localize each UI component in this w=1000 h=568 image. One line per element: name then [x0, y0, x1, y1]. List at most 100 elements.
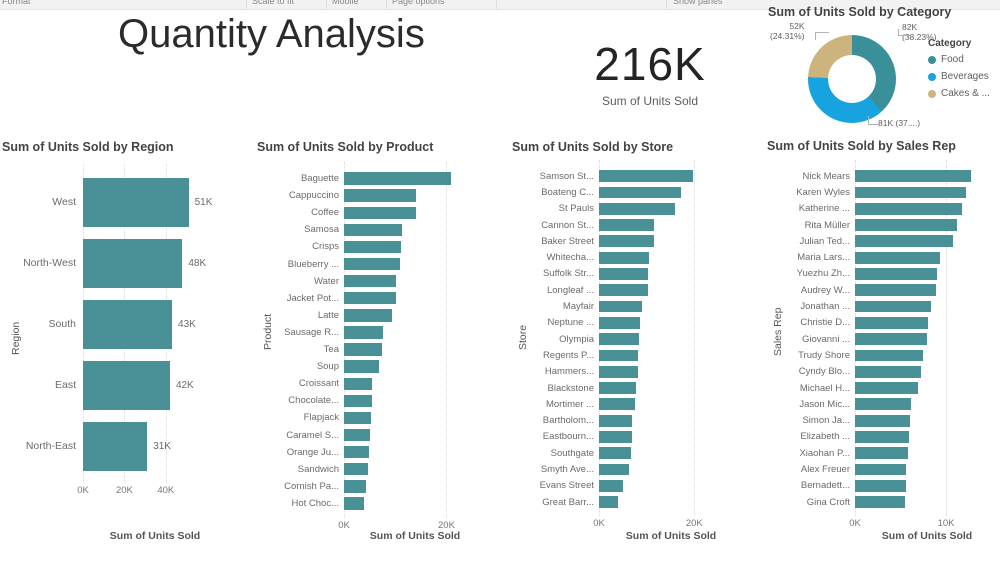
bar[interactable] [83, 422, 148, 471]
bar[interactable] [344, 480, 366, 493]
bar[interactable] [599, 365, 639, 378]
bar[interactable] [344, 292, 397, 305]
ribbon-item[interactable]: Show panes [673, 0, 723, 6]
bar[interactable] [599, 414, 633, 427]
bar[interactable] [344, 428, 371, 442]
bar[interactable] [344, 360, 379, 373]
bar[interactable] [855, 186, 967, 199]
chart-title: Sum of Units Sold by Product [257, 140, 434, 154]
bar[interactable] [599, 219, 655, 231]
bar[interactable] [855, 382, 918, 394]
bar[interactable] [599, 479, 624, 492]
donut-ring[interactable] [808, 35, 896, 123]
bar[interactable] [83, 178, 189, 227]
bar[interactable] [855, 414, 910, 427]
ribbon-item[interactable]: Page options [392, 0, 445, 6]
bar[interactable] [599, 333, 639, 346]
bar[interactable] [599, 316, 640, 329]
bar[interactable] [344, 411, 371, 425]
bar[interactable] [344, 240, 401, 254]
bar[interactable] [855, 447, 908, 460]
category-label: Bernadett... [800, 480, 850, 492]
bar[interactable] [344, 274, 397, 288]
bar[interactable] [855, 316, 928, 329]
category-label: Tea [323, 344, 339, 356]
bar[interactable] [855, 496, 906, 509]
bar[interactable] [855, 268, 937, 280]
donut-leader-line [898, 29, 899, 36]
bar[interactable] [599, 496, 619, 509]
bar[interactable] [344, 463, 369, 476]
bar[interactable] [599, 447, 631, 460]
bar[interactable] [599, 382, 636, 394]
bar[interactable] [855, 251, 940, 264]
legend-item-food[interactable]: Food [928, 54, 1000, 65]
bar[interactable] [599, 251, 650, 264]
bar[interactable] [83, 239, 183, 288]
bar[interactable] [344, 326, 383, 339]
ribbon-item[interactable]: Format [2, 0, 31, 6]
bar[interactable] [344, 172, 452, 185]
bar[interactable] [599, 235, 654, 248]
x-axis-tick-label: 0K [77, 485, 89, 496]
category-label: Karen Wyles [796, 186, 850, 198]
donut-leader-line [815, 32, 816, 40]
category-label: Audrey W... [800, 284, 850, 296]
x-axis-title: Sum of Units Sold [625, 530, 717, 542]
category-label: Longleaf ... [546, 284, 594, 296]
donut-chart-category[interactable]: Sum of Units Sold by Category Category F… [760, 2, 1000, 134]
bar[interactable] [344, 445, 369, 459]
donut-legend[interactable]: Category Food Beverages Cakes & ... [928, 38, 1000, 105]
bar[interactable] [344, 189, 417, 202]
bar[interactable] [599, 170, 693, 183]
category-label: Rita Müller [804, 219, 850, 231]
bar[interactable] [855, 398, 911, 411]
bar[interactable] [344, 206, 417, 219]
bar[interactable] [344, 377, 373, 390]
donut-label-food: 82K (38.23%) [902, 22, 937, 42]
bar[interactable] [599, 202, 676, 215]
bar[interactable] [599, 284, 649, 297]
bar[interactable] [855, 479, 906, 492]
bar[interactable] [344, 257, 401, 271]
bar[interactable] [855, 202, 963, 215]
bar[interactable] [855, 431, 909, 443]
legend-item-cakes[interactable]: Cakes & ... [928, 88, 1000, 99]
ribbon-item[interactable]: Scale to fit [252, 0, 295, 6]
bar[interactable] [855, 333, 927, 346]
kpi-card-units-sold[interactable]: 216K Sum of Units Sold [560, 38, 740, 108]
bar[interactable] [599, 186, 681, 199]
bar[interactable] [599, 300, 642, 313]
bar[interactable] [855, 365, 922, 378]
bar[interactable] [344, 223, 402, 237]
bar[interactable] [855, 300, 931, 313]
bar[interactable] [83, 300, 173, 349]
bar[interactable] [599, 463, 630, 476]
bar[interactable] [855, 219, 957, 231]
x-axis-tick-label: 40K [157, 485, 175, 496]
x-axis-tick-label: 20K [115, 485, 133, 496]
bar[interactable] [855, 235, 954, 248]
bar[interactable] [344, 343, 383, 356]
bar[interactable] [344, 394, 372, 408]
bar[interactable] [599, 268, 649, 280]
bar[interactable] [599, 431, 632, 443]
legend-item-beverages[interactable]: Beverages [928, 71, 1000, 82]
bar[interactable] [855, 284, 937, 297]
bar[interactable] [855, 463, 906, 476]
bar[interactable] [599, 398, 635, 411]
legend-title: Category [928, 38, 972, 49]
bar[interactable] [855, 349, 924, 362]
bar[interactable] [344, 497, 365, 510]
x-axis-title: Sum of Units Sold [369, 530, 461, 542]
bar[interactable] [83, 361, 170, 410]
bar[interactable] [855, 170, 971, 183]
bar[interactable] [344, 309, 393, 322]
bar[interactable] [599, 349, 639, 362]
category-label: Maria Lars... [797, 252, 850, 264]
ribbon-item[interactable]: Mobile [332, 0, 359, 6]
